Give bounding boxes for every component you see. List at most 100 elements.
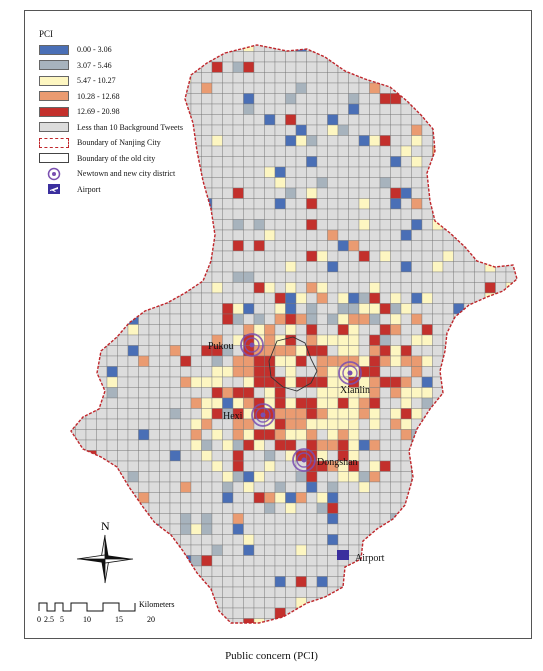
grid-cell bbox=[295, 429, 307, 441]
grid-cell bbox=[421, 376, 433, 388]
grid-cell bbox=[358, 82, 370, 94]
grid-cell bbox=[243, 271, 255, 283]
grid-cell bbox=[484, 219, 496, 231]
grid-cell bbox=[463, 282, 475, 294]
grid-cell bbox=[274, 72, 286, 84]
grid-cell bbox=[327, 145, 339, 157]
grid-cell bbox=[505, 124, 517, 136]
grid-cell bbox=[453, 607, 465, 619]
grid-cell bbox=[495, 135, 507, 147]
grid-cell bbox=[505, 492, 517, 504]
grid-cell bbox=[295, 324, 307, 336]
grid-cell bbox=[211, 555, 223, 567]
grid-cell bbox=[411, 229, 423, 241]
grid-cell bbox=[327, 103, 339, 115]
grid-cell bbox=[474, 324, 486, 336]
grid-cell bbox=[316, 135, 328, 147]
grid-cell bbox=[348, 261, 360, 273]
grid-cell bbox=[295, 124, 307, 136]
grid-cell bbox=[159, 576, 171, 588]
grid-cell bbox=[243, 240, 255, 252]
grid-cell bbox=[358, 187, 370, 199]
grid-cell bbox=[411, 523, 423, 535]
grid-cell bbox=[201, 72, 213, 84]
grid-cell bbox=[348, 502, 360, 514]
grid-cell bbox=[232, 586, 244, 598]
grid-cell bbox=[453, 586, 465, 598]
grid-cell bbox=[358, 103, 370, 115]
grid-cell bbox=[421, 292, 433, 304]
grid-cell bbox=[211, 61, 223, 73]
grid-cell bbox=[253, 618, 265, 623]
grid-cell bbox=[222, 145, 234, 157]
newtown-marker-ring bbox=[292, 448, 316, 472]
grid-cell bbox=[379, 145, 391, 157]
grid-cell bbox=[71, 408, 76, 420]
grid-cell bbox=[369, 51, 381, 63]
grid-cell bbox=[316, 607, 328, 619]
grid-cell bbox=[390, 408, 402, 420]
grid-cell bbox=[463, 51, 475, 63]
grid-cell bbox=[169, 565, 181, 577]
grid-cell bbox=[222, 51, 234, 63]
grid-cell bbox=[211, 523, 223, 535]
grid-cell bbox=[274, 282, 286, 294]
grid-cell bbox=[211, 261, 223, 273]
grid-cell bbox=[327, 513, 339, 525]
grid-cell bbox=[474, 534, 486, 546]
grid-cell bbox=[463, 408, 475, 420]
grid-cell bbox=[369, 135, 381, 147]
grid-cell bbox=[348, 597, 360, 609]
grid-cell bbox=[327, 303, 339, 315]
grid-cell bbox=[432, 82, 444, 94]
grid-cell bbox=[337, 282, 349, 294]
grid-cell bbox=[453, 145, 465, 157]
grid-cell bbox=[295, 51, 307, 63]
grid-cell bbox=[201, 502, 213, 514]
grid-cell bbox=[432, 219, 444, 231]
grid-cell bbox=[201, 366, 213, 378]
grid-cell bbox=[379, 103, 391, 115]
grid-cell bbox=[211, 376, 223, 388]
grid-cell bbox=[358, 586, 370, 598]
grid-cell bbox=[411, 198, 423, 210]
grid-cell bbox=[327, 481, 339, 493]
grid-cell bbox=[106, 198, 118, 210]
grid-cell bbox=[180, 198, 192, 210]
grid-cell bbox=[484, 429, 496, 441]
grid-cell bbox=[274, 408, 286, 420]
grid-cell bbox=[232, 387, 244, 399]
grid-cell bbox=[127, 502, 139, 514]
grid-cell bbox=[516, 240, 517, 252]
grid-cell bbox=[348, 166, 360, 178]
grid-cell bbox=[285, 187, 297, 199]
grid-cell bbox=[295, 376, 307, 388]
grid-cell bbox=[211, 481, 223, 493]
grid-cell bbox=[516, 198, 517, 210]
grid-cell bbox=[243, 376, 255, 388]
grid-cell bbox=[442, 418, 454, 430]
grid-cell bbox=[484, 450, 496, 462]
grid-cell bbox=[85, 397, 97, 409]
grid-cell bbox=[464, 629, 475, 638]
grid-cell bbox=[421, 397, 433, 409]
grid-cell bbox=[232, 460, 244, 472]
grid-cell bbox=[516, 250, 517, 262]
grid-cell bbox=[474, 523, 486, 535]
grid-cell bbox=[348, 271, 360, 283]
grid-cell bbox=[190, 82, 202, 94]
grid-cell bbox=[127, 303, 139, 315]
grid-cell bbox=[453, 565, 465, 577]
grid-cell bbox=[222, 502, 234, 514]
grid-cell bbox=[232, 313, 244, 325]
grid-cell bbox=[211, 93, 223, 105]
grid-cell bbox=[306, 492, 318, 504]
newtown-marker-ring bbox=[338, 361, 362, 385]
grid-cell bbox=[348, 45, 360, 52]
grid-cell bbox=[71, 313, 76, 325]
legend-swatch bbox=[39, 60, 69, 71]
grid-cell bbox=[400, 471, 412, 483]
grid-cell bbox=[253, 282, 265, 294]
grid-cell bbox=[222, 450, 234, 462]
grid-cell bbox=[201, 124, 213, 136]
